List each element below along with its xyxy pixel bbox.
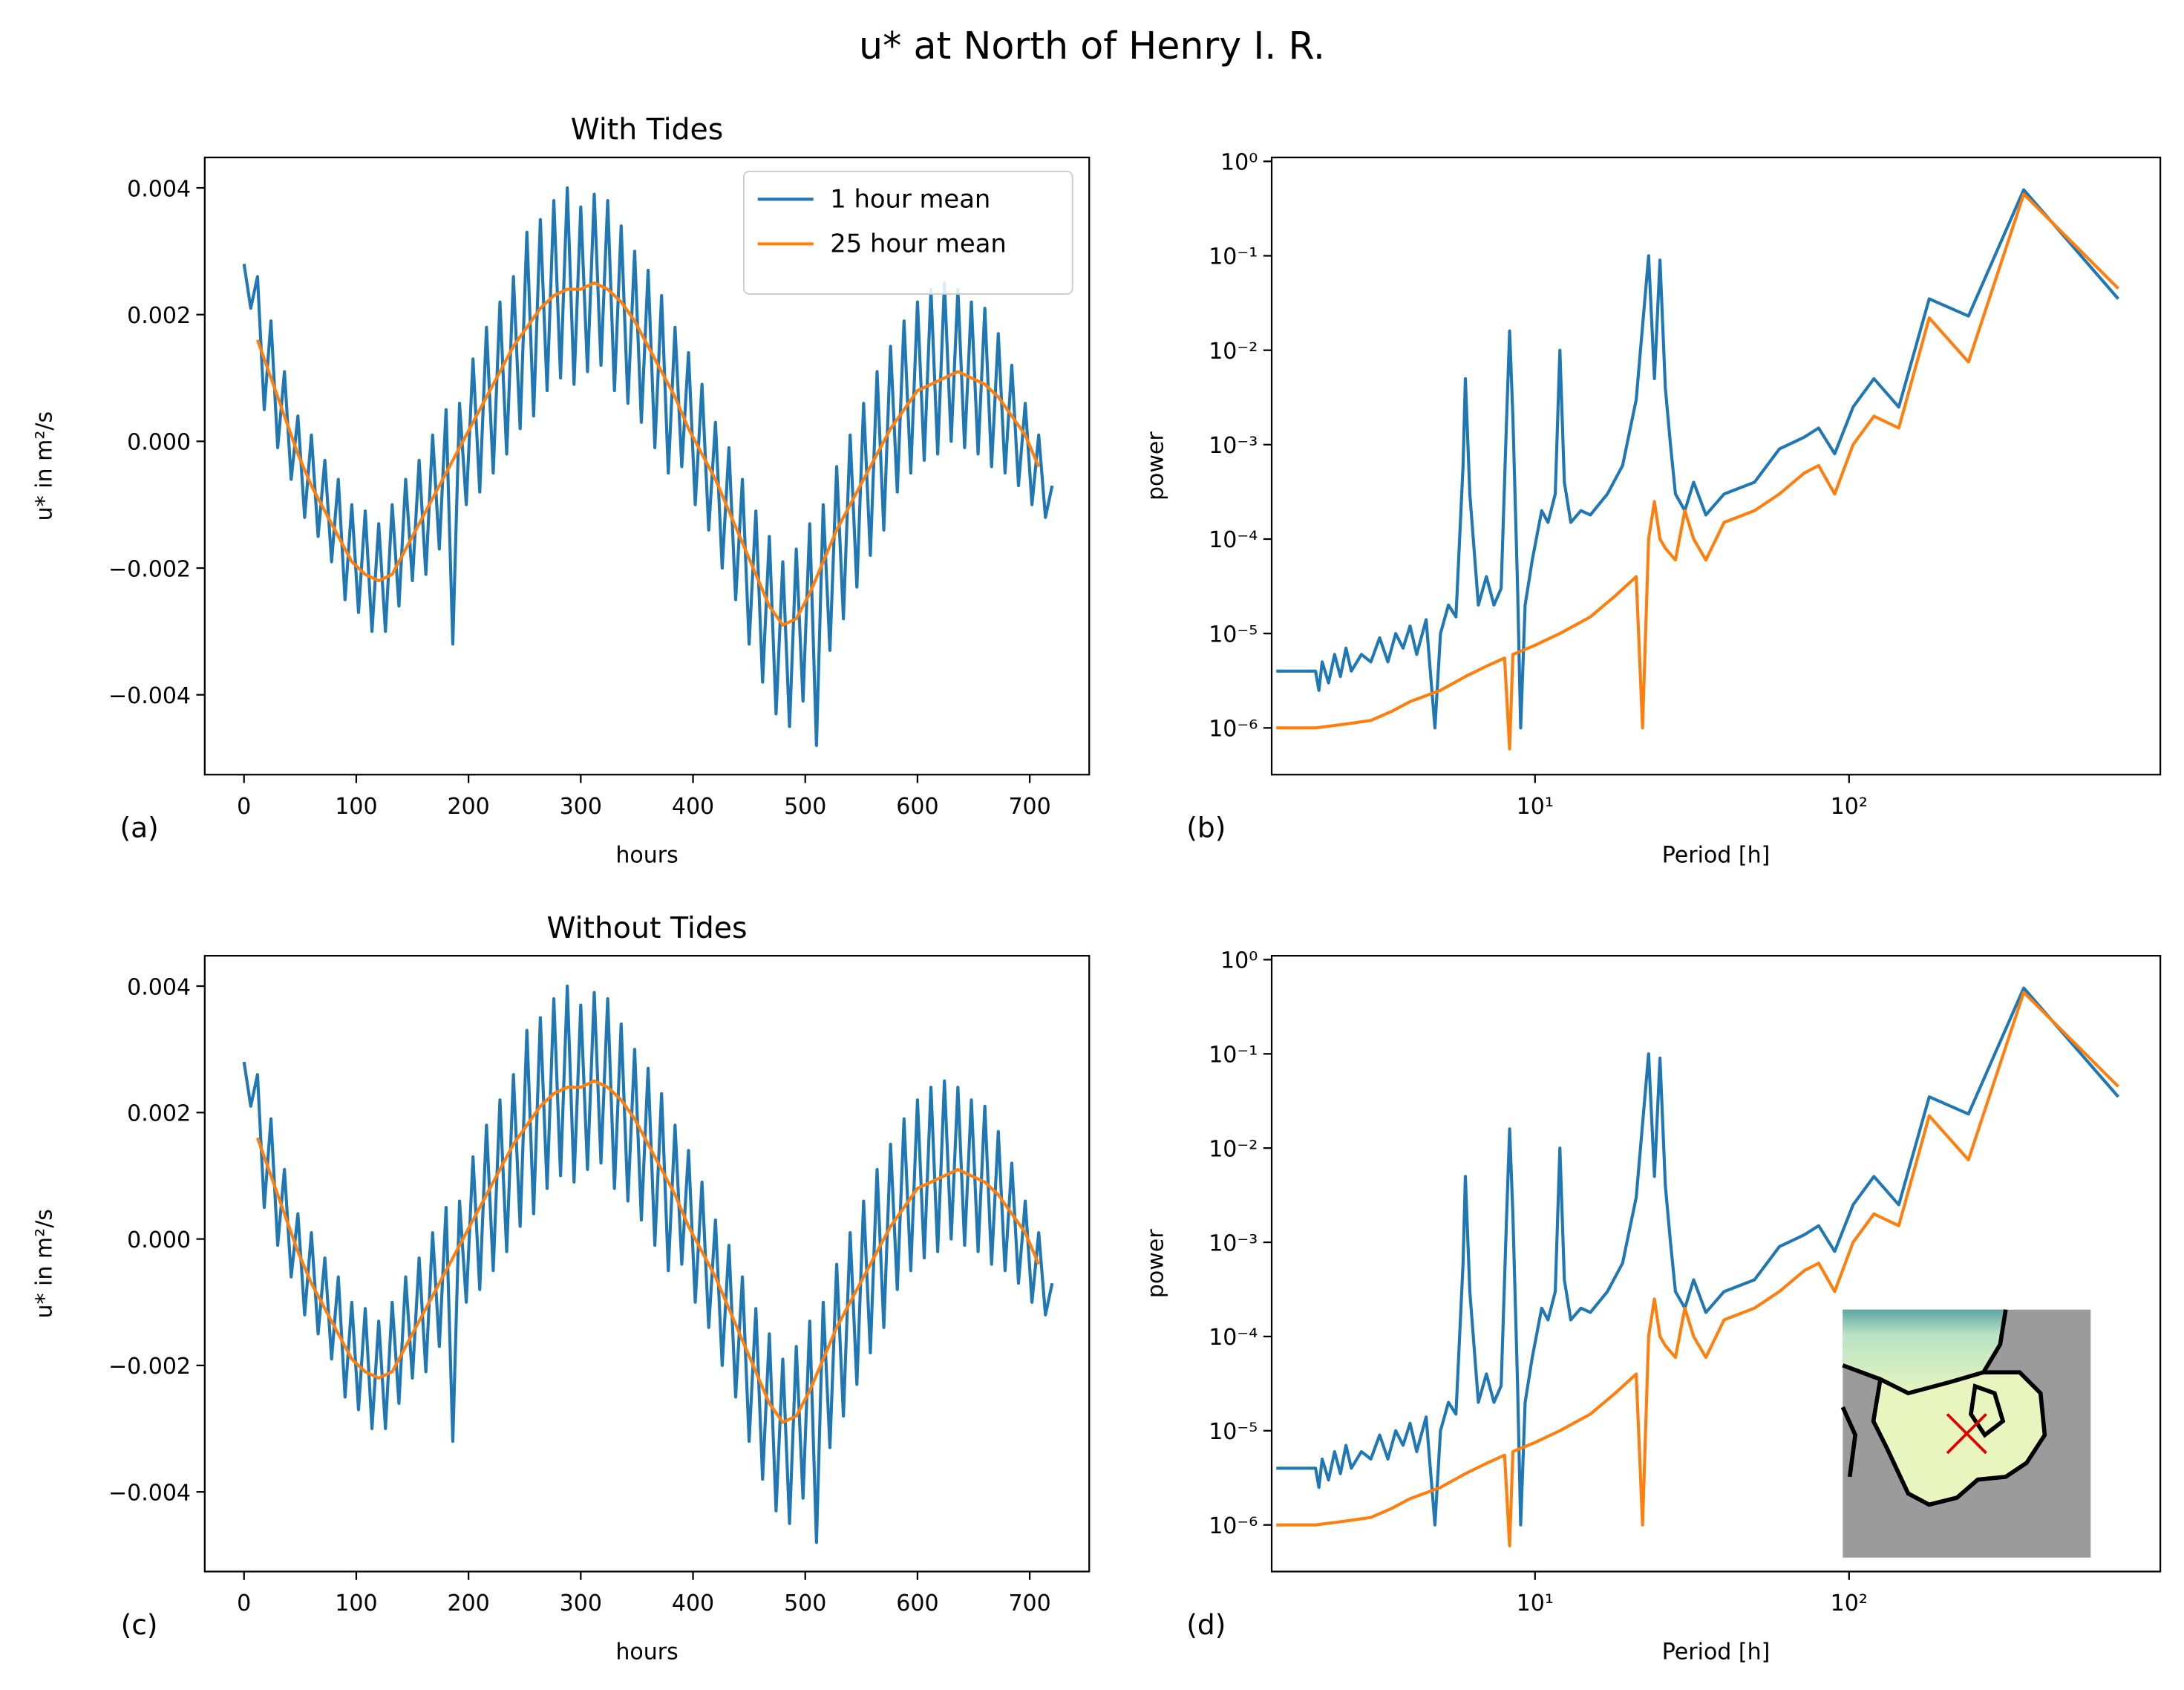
data-line	[1276, 192, 2119, 751]
y-tick-label: 0.000	[127, 1227, 191, 1253]
y-axis-label: power	[1143, 431, 1169, 500]
inset-sea	[1843, 1309, 2006, 1394]
panels: 0 100 200 300 400 500 600 700 −0.004 −0.002 0.000 0…	[31, 113, 2162, 1665]
y-tick-label: 0.004	[127, 974, 191, 1000]
y-tick-label: 10⁰	[1220, 948, 1258, 974]
x-tick-label: 300	[560, 1591, 602, 1616]
y-tick-label: −0.004	[108, 1480, 191, 1506]
panel: 0 100 200 300 400 500 600 700 −0.004 −0.002 0.000 0…	[31, 911, 1091, 1665]
y-tick-label: 10⁻⁶	[1209, 1513, 1258, 1539]
x-tick-label: 200	[447, 1591, 489, 1616]
plot-area	[242, 984, 1054, 1544]
legend: 1 hour mean 25 hour mean	[742, 170, 1073, 295]
x-tick-label: 200	[447, 794, 489, 820]
axes-frame	[203, 955, 1091, 1573]
data-line	[242, 984, 1054, 1544]
y-tick-label: −0.002	[108, 556, 191, 582]
y-tick-label: 10⁻²	[1209, 339, 1258, 365]
panel-title: With Tides	[571, 113, 724, 147]
data-line	[255, 281, 1041, 627]
y-tick-label: 10⁻¹	[1209, 244, 1258, 270]
y-tick-label: 10⁻⁵	[1209, 621, 1258, 647]
data-line	[1276, 991, 2119, 1547]
x-tick-label: 700	[1008, 794, 1050, 820]
x-tick-label: 600	[896, 1591, 938, 1616]
y-axis-label: u* in m²/s	[31, 411, 57, 521]
axes-frame	[1270, 156, 2162, 776]
x-tick-label: 0	[237, 1591, 251, 1616]
y-tick-label: 0.004	[127, 176, 191, 202]
y-tick-label: 10⁰	[1220, 150, 1258, 176]
y-axis-label: power	[1143, 1229, 1169, 1298]
x-tick-label: 10²	[1831, 1591, 1868, 1616]
data-line	[1276, 188, 2120, 730]
data-line	[1276, 986, 2120, 1527]
x-tick-label: 0	[237, 794, 251, 820]
data-line	[242, 186, 1054, 748]
data-line	[255, 1079, 1041, 1424]
x-tick-label: 400	[672, 794, 714, 820]
y-tick-label: 0.002	[127, 303, 191, 329]
inset-coast	[1840, 1309, 2008, 1478]
x-tick-label: 300	[560, 794, 602, 820]
x-tick-label: 600	[896, 794, 938, 820]
y-tick-label: 0.000	[127, 430, 191, 456]
x-axis-label: hours	[615, 1640, 678, 1665]
y-tick-label: 10⁻²	[1209, 1136, 1258, 1162]
y-tick-label: 0.002	[127, 1101, 191, 1127]
x-tick-label: 10¹	[1517, 794, 1554, 820]
x-axis-label: Period [h]	[1662, 842, 1771, 868]
y-tick-label: 10⁻¹	[1209, 1043, 1258, 1069]
x-tick-label: 10²	[1831, 794, 1868, 820]
y-tick-label: −0.002	[108, 1354, 191, 1380]
y-tick-label: 10⁻³	[1209, 433, 1258, 459]
y-tick-label: 10⁻⁵	[1209, 1419, 1258, 1445]
y-axis-label: u* in m²/s	[31, 1209, 57, 1319]
panel-title: Without Tides	[547, 911, 748, 945]
y-tick-label: 10⁻⁶	[1209, 717, 1258, 743]
panel: 0 100 200 300 400 500 600 700 −0.004 −0.002 0.000 0…	[31, 113, 1091, 868]
x-tick-label: 500	[784, 794, 826, 820]
x-tick-label: 10¹	[1517, 1591, 1554, 1616]
axes-frame	[203, 156, 1091, 776]
x-axis-label: Period [h]	[1662, 1640, 1771, 1665]
inset-shelf	[1871, 1370, 2047, 1507]
plot-area	[242, 186, 1054, 748]
plot-area	[1276, 188, 2120, 751]
x-tick-label: 400	[672, 1591, 714, 1616]
panel: 10¹ 10² 10⁻⁶ 10⁻⁵ 10⁻⁴ 10⁻³ 10⁻² 10⁻¹ 10⁰ (d) Peri…	[1143, 948, 2162, 1665]
x-tick-label: 100	[335, 1591, 377, 1616]
panel: 10¹ 10² 10⁻⁶ 10⁻⁵ 10⁻⁴ 10⁻³ 10⁻² 10⁻¹ 10⁰ (b) Peri…	[1143, 150, 2162, 868]
panel-label: (c)	[121, 1608, 158, 1641]
x-tick-label: 500	[784, 1591, 826, 1616]
y-tick-label: 10⁻⁴	[1209, 527, 1258, 553]
panel-label: (a)	[120, 812, 158, 844]
panel-label: (b)	[1186, 812, 1226, 844]
x-axis-label: hours	[615, 842, 678, 868]
axes-frame	[1270, 955, 2162, 1573]
y-tick-label: −0.004	[108, 683, 191, 709]
inset-marker	[1946, 1413, 1987, 1455]
panel-label: (d)	[1186, 1608, 1226, 1641]
legend-label: 25 hour mean	[830, 229, 1007, 258]
x-tick-label: 100	[335, 794, 377, 820]
x-tick-label: 700	[1008, 1591, 1050, 1616]
plot-area	[1276, 986, 2120, 1547]
legend-frame	[742, 170, 1073, 295]
inset-map	[1840, 1309, 2091, 1558]
y-tick-label: 10⁻³	[1209, 1230, 1258, 1256]
figure-title: u* at North of Henry I. R.	[859, 24, 1325, 68]
y-tick-label: 10⁻⁴	[1209, 1325, 1258, 1351]
legend-label: 1 hour mean	[830, 185, 990, 214]
